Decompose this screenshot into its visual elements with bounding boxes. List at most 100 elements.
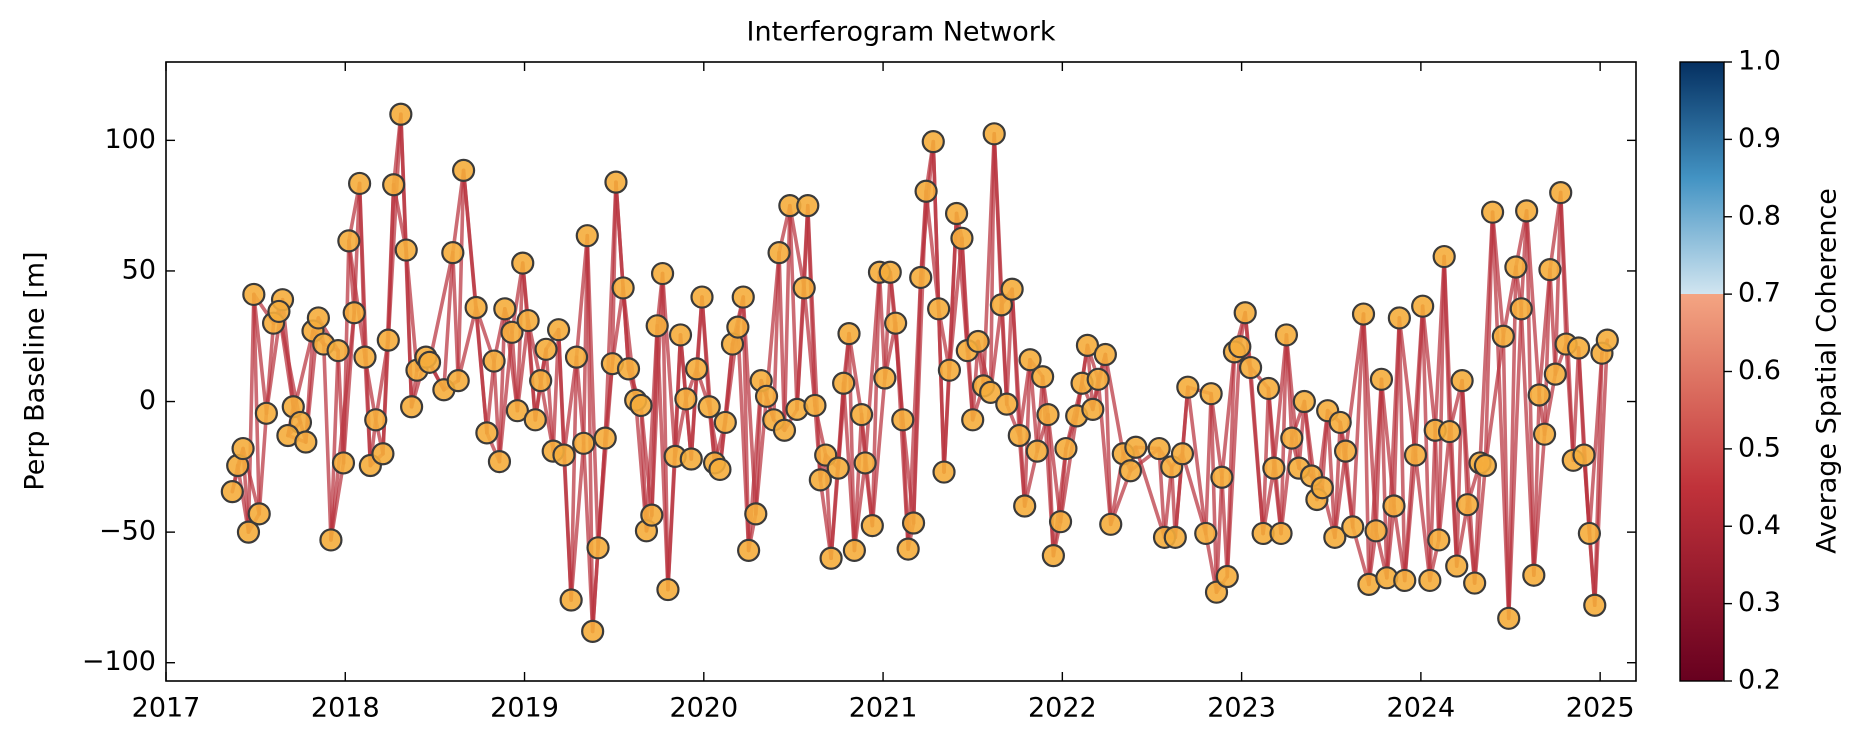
- interferogram-edge: [1483, 210, 1495, 468]
- chart-title: Interferogram Network: [747, 17, 1056, 48]
- y-tick-label: −100: [82, 646, 156, 677]
- interferogram-edge: [1209, 391, 1224, 480]
- colorbar-tick-label: 0.7: [1738, 278, 1781, 309]
- acquisition-node: [1455, 493, 1480, 517]
- interferogram-edge: [610, 180, 618, 366]
- interferogram-edge: [1225, 344, 1242, 579]
- interferogram-edge: [252, 292, 262, 516]
- acquisition-node: [394, 238, 418, 262]
- acquisition-node: [860, 513, 884, 538]
- acquisition-node: [645, 314, 669, 338]
- acquisition-node: [737, 538, 761, 563]
- interferogram-edge: [1379, 377, 1389, 580]
- acquisition-node: [767, 241, 791, 265]
- acquisition-node: [1170, 442, 1195, 466]
- acquisition-node: [306, 306, 330, 330]
- acquisition-node: [1194, 521, 1218, 546]
- acquisition-node: [1292, 389, 1316, 414]
- acquisition-node: [826, 456, 850, 480]
- acquisition-node: [1124, 435, 1148, 459]
- acquisition-node: [1176, 375, 1200, 399]
- acquisition-node: [337, 229, 361, 253]
- interferogram-edge: [1420, 304, 1438, 433]
- interferogram-edge: [569, 441, 586, 602]
- acquisition-node: [231, 436, 255, 461]
- acquisition-node: [242, 282, 266, 307]
- acquisition-node: [220, 480, 244, 504]
- acquisition-node: [878, 260, 902, 284]
- interferogram-edge: [569, 355, 579, 602]
- acquisition-node: [342, 301, 366, 325]
- interferogram-edge: [870, 270, 882, 528]
- interferogram-edge: [1506, 307, 1524, 621]
- acquisition-node: [1323, 525, 1347, 549]
- interferogram-edge: [847, 331, 864, 417]
- acquisition-node: [1031, 365, 1055, 389]
- acquisition-node: [1018, 348, 1042, 372]
- interferogram-edge: [1571, 346, 1581, 463]
- acquisition-node: [896, 537, 920, 561]
- interferogram-edge: [1564, 342, 1576, 463]
- interferogram-edge: [257, 411, 269, 516]
- interferogram-edge: [585, 233, 600, 550]
- interferogram-edge: [1343, 449, 1355, 529]
- interferogram-edge: [427, 250, 455, 365]
- acquisition-node: [792, 276, 816, 300]
- acquisition-node: [656, 577, 680, 602]
- interferogram-edge: [1413, 453, 1432, 583]
- colorbar-tick-label: 0.9: [1738, 123, 1781, 154]
- acquisition-node: [294, 430, 318, 454]
- acquisition-node: [1210, 465, 1234, 489]
- interferogram-edge: [1248, 365, 1265, 536]
- interferogram-edge: [1592, 338, 1610, 608]
- y-axis-label: Perp Baseline [m]: [20, 251, 51, 490]
- acquisition-node: [1048, 510, 1073, 534]
- acquisition-node: [1549, 180, 1573, 205]
- acquisition-node: [1118, 459, 1143, 483]
- interferogram-edge: [1325, 408, 1337, 540]
- acquisition-node: [511, 251, 535, 275]
- acquisition-node: [713, 410, 737, 435]
- interferogram-edge: [847, 331, 857, 553]
- interferogram-edge: [1542, 267, 1552, 436]
- interferogram-edge: [347, 239, 367, 359]
- interferogram-edge: [515, 318, 530, 413]
- interferogram-edge: [456, 305, 478, 383]
- interferogram-edge: [1350, 312, 1366, 529]
- acquisition-node: [1333, 439, 1358, 463]
- acquisition-node: [1480, 200, 1505, 224]
- acquisition-node: [842, 538, 866, 563]
- acquisition-node: [1393, 568, 1417, 593]
- acquisition-node: [389, 102, 413, 126]
- interferogram-edge: [1209, 391, 1219, 594]
- interferogram-edge: [252, 292, 269, 416]
- x-tick-label: 2021: [849, 693, 918, 724]
- acquisition-node: [1497, 606, 1521, 630]
- interferogram-edge: [988, 132, 997, 395]
- interferogram-edge: [1454, 378, 1464, 568]
- interferogram-edge: [474, 305, 489, 435]
- acquisition-node: [1577, 521, 1601, 546]
- x-tick-label: 2017: [132, 693, 201, 724]
- interferogram-edge: [1501, 334, 1511, 621]
- colorbar-label: Average Spatial Coherence: [1812, 188, 1843, 554]
- acquisition-node: [950, 226, 974, 250]
- acquisition-node: [674, 387, 698, 411]
- acquisition-node: [1515, 199, 1539, 223]
- acquisition-node: [331, 451, 356, 475]
- interferogram-edge: [246, 292, 256, 534]
- x-tick-label: 2019: [490, 693, 559, 724]
- colorbar-tick-label: 0.2: [1738, 665, 1781, 696]
- acquisition-node: [581, 619, 605, 643]
- acquisition-node: [559, 588, 583, 612]
- interferogram-edge: [1437, 429, 1452, 542]
- acquisition-node: [382, 173, 406, 197]
- interferogram-edge: [936, 307, 946, 474]
- acquisition-node: [803, 393, 827, 418]
- interferogram-edge: [782, 203, 792, 433]
- acquisition-node: [1572, 443, 1596, 467]
- acquisition-node: [1595, 328, 1619, 352]
- acquisition-node: [516, 308, 540, 333]
- acquisition-node: [640, 503, 664, 527]
- acquisition-node: [1341, 515, 1365, 539]
